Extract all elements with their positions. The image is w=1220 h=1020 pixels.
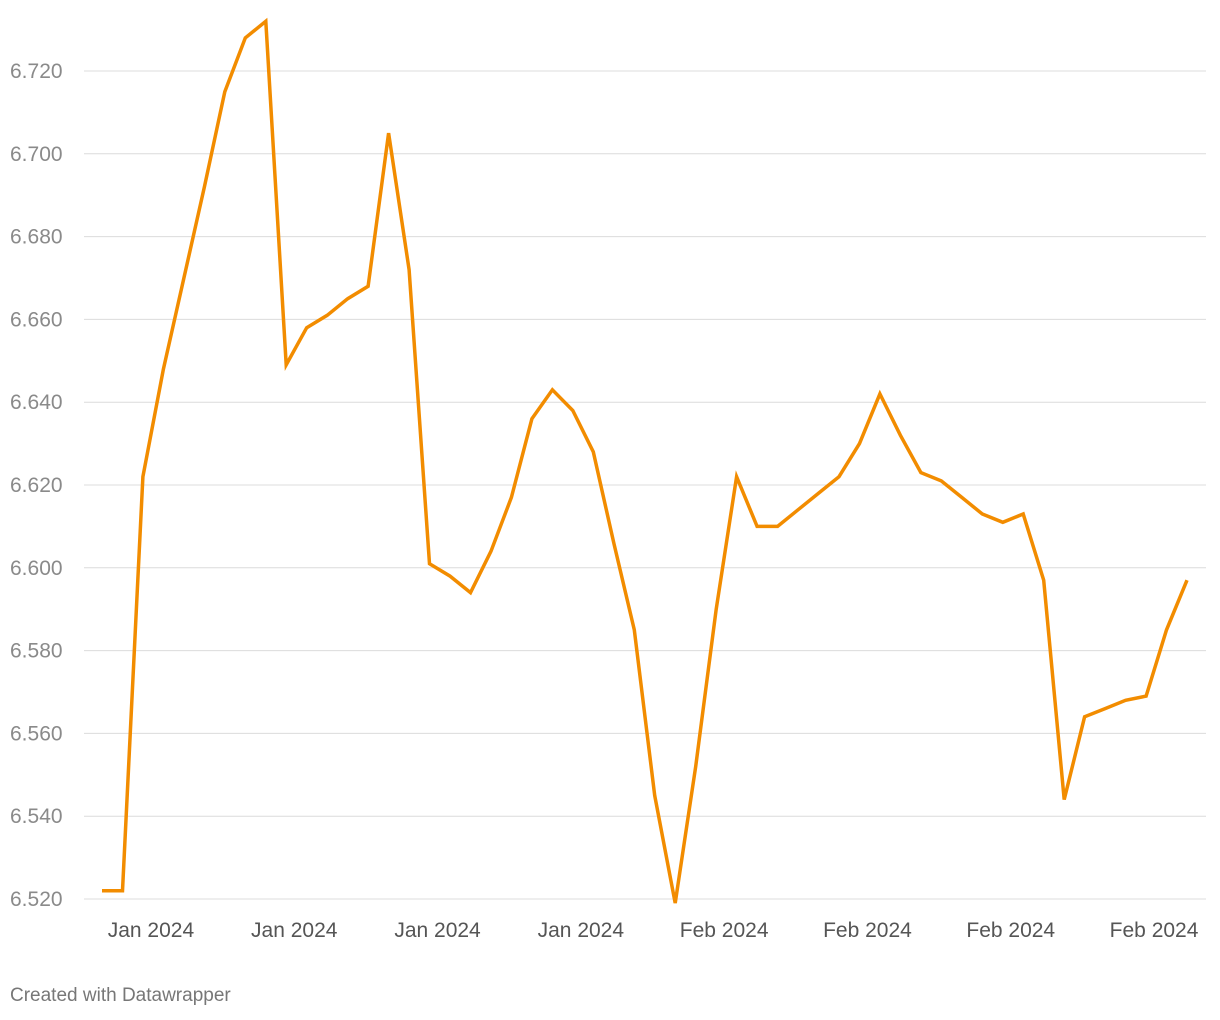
x-tick-label: Jan 2024 (538, 919, 625, 942)
data-series (102, 17, 1189, 904)
line-chart: 6.520 6.540 6.560 6.580 6.600 6.620 6.640 6.660… (10, 17, 1206, 942)
gridlines (84, 70, 1206, 900)
credit-footer: Created with Datawrapper (10, 985, 231, 1006)
x-tick-label: Feb 2024 (1110, 919, 1199, 942)
x-tick-label: Feb 2024 (823, 919, 912, 942)
y-tick-label: 6.720 (10, 60, 63, 83)
x-tick-label: Jan 2024 (394, 919, 481, 942)
x-tick-label: Feb 2024 (966, 919, 1055, 942)
x-tick-label: Feb 2024 (680, 919, 769, 942)
y-axis-tick-labels: 6.520 6.540 6.560 6.580 6.600 6.620 6.640 6.660… (10, 60, 63, 911)
y-tick-label: 6.640 (10, 391, 63, 414)
x-axis-tick-labels: Jan 2024 Jan 2024 Jan 2024 Jan 2024 Feb 2024… (108, 919, 1199, 942)
y-tick-label: 6.580 (10, 640, 63, 663)
y-tick-label: 6.560 (10, 722, 63, 745)
y-tick-label: 6.620 (10, 474, 63, 497)
y-tick-label: 6.540 (10, 805, 63, 828)
x-tick-label: Jan 2024 (108, 919, 195, 942)
y-tick-label: 6.700 (10, 143, 63, 166)
y-tick-label: 6.600 (10, 557, 63, 580)
x-tick-label: Jan 2024 (251, 919, 338, 942)
y-tick-label: 6.660 (10, 308, 63, 331)
series-line (102, 17, 1189, 904)
y-tick-label: 6.680 (10, 226, 63, 249)
y-tick-label: 6.520 (10, 888, 63, 911)
